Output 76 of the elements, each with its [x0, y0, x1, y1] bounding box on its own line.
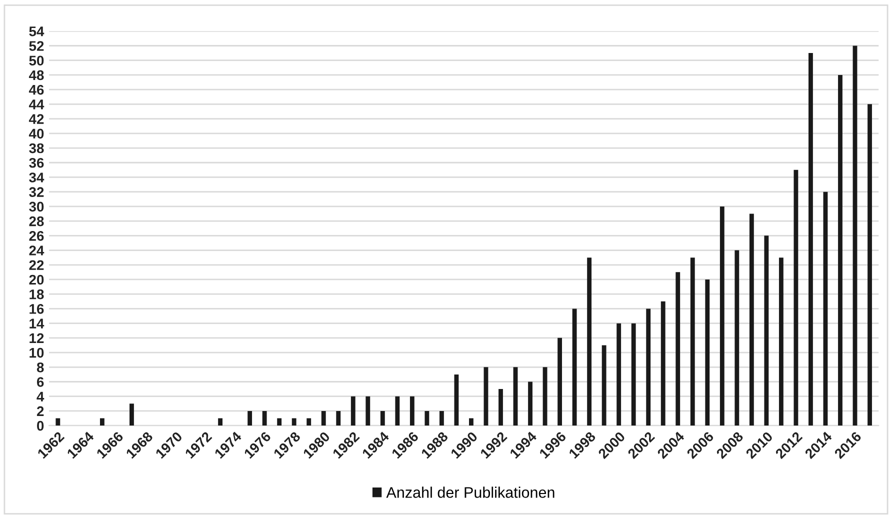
bar [395, 396, 400, 426]
y-tick-label: 6 [36, 377, 44, 387]
bar [277, 418, 282, 426]
y-tick-label: 44 [28, 100, 44, 110]
bar [602, 345, 606, 426]
y-tick-label: 24 [29, 246, 44, 256]
bar [218, 418, 222, 426]
y-tick-label: 22 [29, 260, 44, 270]
bar [749, 214, 754, 426]
y-tick-label: 42 [28, 114, 44, 124]
bar [469, 418, 474, 426]
bar [262, 410, 267, 426]
bar [336, 410, 341, 426]
bar [248, 410, 252, 426]
bar [100, 418, 104, 426]
bar [720, 206, 724, 426]
legend-label: Anzahl der Publikationen [386, 486, 554, 498]
y-tick-label: 34 [29, 172, 44, 182]
y-tick-label: 8 [36, 362, 44, 372]
bar [852, 46, 858, 426]
bar [130, 404, 134, 426]
bar [528, 382, 532, 426]
bar [484, 367, 488, 426]
bar [808, 53, 813, 426]
bar [646, 308, 651, 426]
y-tick-label: 50 [29, 56, 44, 66]
y-tick-label: 48 [28, 70, 44, 80]
y-tick-label: 16 [30, 304, 44, 314]
bar [410, 396, 414, 426]
bar [705, 279, 710, 426]
y-tick-label: 26 [29, 231, 44, 241]
y-tick-label: 30 [29, 202, 44, 212]
bar [572, 308, 577, 426]
bar [56, 418, 60, 426]
y-tick-label: 52 [29, 41, 44, 51]
bar [676, 272, 680, 426]
bar [439, 410, 444, 426]
bar [764, 236, 769, 426]
bar [660, 301, 666, 426]
y-tick-label: 54 [29, 26, 44, 36]
bar [734, 250, 740, 426]
bar [321, 410, 326, 426]
y-tick-label: 14 [30, 318, 44, 328]
bar [306, 418, 312, 426]
bar [350, 396, 356, 426]
bar [454, 374, 459, 426]
bar [838, 74, 842, 426]
y-tick-label: 2 [36, 406, 44, 416]
bar [380, 410, 385, 426]
bar [778, 258, 784, 426]
y-tick-label: 28 [29, 216, 44, 226]
bar [542, 367, 548, 426]
bar [498, 389, 503, 426]
y-tick-label: 4 [36, 392, 44, 402]
y-tick-label: 32 [29, 187, 44, 198]
bar [868, 104, 872, 426]
bar [558, 338, 562, 426]
y-tick-label: 12 [30, 333, 44, 343]
bar [292, 418, 296, 426]
bar [587, 258, 592, 426]
y-tick-label: 18 [30, 289, 44, 300]
y-tick-label: 10 [30, 348, 44, 358]
bar [794, 170, 798, 426]
y-tick-label: 46 [28, 84, 44, 95]
bar [631, 323, 636, 426]
y-tick-label: 0 [37, 420, 44, 431]
bar [823, 192, 828, 426]
bar [690, 258, 695, 426]
bar [616, 323, 622, 426]
y-tick-label: 40 [28, 128, 44, 139]
bar [513, 367, 518, 426]
bar [366, 396, 370, 426]
bar [424, 410, 430, 426]
y-tick-label: 20 [29, 274, 44, 285]
y-tick-label: 36 [29, 158, 44, 168]
y-tick-label: 38 [29, 143, 44, 154]
